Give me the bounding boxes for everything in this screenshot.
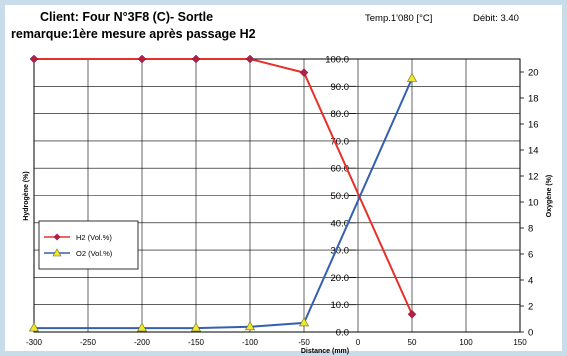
y-axis-label: Hydrogène (%) — [23, 171, 30, 220]
tick-labels: -300 -250 -200 -150 -100 -50 0 50 100 1500.010.02… — [26, 55, 539, 348]
y-tick-label: 50.0 — [331, 191, 350, 202]
y-tick-label: 90.0 — [331, 82, 350, 93]
chart-title: Client: Four N°3F8 (C)- Sortle — [40, 10, 213, 24]
x-tick-label: -50 — [298, 338, 310, 347]
temperature-label: Temp.1'080 [°C] — [365, 13, 432, 24]
h2-data-point — [245, 54, 255, 64]
y2-tick-label: 6 — [528, 250, 533, 261]
o2-data-point — [244, 321, 256, 331]
h2-data-point — [137, 54, 147, 64]
x-tick-label: 0 — [356, 338, 361, 347]
legend-label-o2: O2 (Vol.%) — [76, 249, 113, 258]
o2-data-point — [190, 322, 202, 332]
y-tick-label: 0.0 — [336, 328, 349, 339]
y-tick-label: 100.0 — [325, 55, 349, 66]
y2-tick-label: 12 — [528, 172, 539, 183]
y2-axis-label: Oxygène (%) — [546, 175, 553, 217]
x-tick-label: 150 — [513, 338, 527, 347]
legend-marker-h2 — [53, 233, 61, 241]
o2-data-point — [298, 317, 310, 327]
o2-data-point — [136, 322, 148, 332]
y2-tick-label: 8 — [528, 224, 533, 235]
x-tick-label: -250 — [80, 338, 97, 347]
x-tick-label: -200 — [134, 338, 151, 347]
y-tick-label: 70.0 — [331, 136, 350, 147]
chart-subtitle: remarque:1ère mesure après passage H2 — [11, 27, 256, 41]
legend-marker-o2 — [52, 248, 62, 257]
legend-box — [38, 220, 139, 270]
y2-tick-label: 10 — [528, 198, 539, 209]
o2-data-point — [28, 322, 40, 332]
x-tick-label: 100 — [459, 338, 473, 347]
y-tick-label: 80.0 — [331, 109, 350, 120]
y-tick-label: 30.0 — [331, 246, 350, 257]
y2-tick-label: 2 — [528, 302, 533, 313]
y-tick-label: 10.0 — [331, 300, 350, 311]
o2-data-point — [406, 72, 418, 82]
series-group — [28, 54, 418, 332]
h2-series-line — [34, 58, 413, 315]
h2-data-point — [191, 54, 201, 64]
legend: H2 (Vol.%) O2 (Vol.%) — [38, 220, 139, 270]
y2-tick-label: 16 — [528, 120, 539, 131]
y-tick-label: 60.0 — [331, 164, 350, 175]
x-tick-label: -300 — [26, 338, 43, 347]
y-tick-label: 40.0 — [331, 218, 350, 229]
x-tick-label: -100 — [242, 338, 259, 347]
h2-data-point — [299, 68, 309, 78]
h2-data-point — [407, 309, 417, 319]
y2-tick-label: 18 — [528, 94, 539, 105]
y2-tick-label: 4 — [528, 276, 533, 287]
y2-tick-label: 0 — [528, 328, 533, 339]
x-tick-label: 50 — [408, 338, 417, 347]
h2-data-point — [29, 54, 39, 64]
flow-rate-label: Débit: 3.40 — [473, 13, 519, 24]
o2-series-line — [34, 78, 413, 330]
y-tick-label: 20.0 — [331, 273, 350, 284]
x-tick-label: -150 — [188, 338, 205, 347]
y2-tick-label: 20 — [528, 68, 539, 79]
y2-tick-label: 14 — [528, 146, 539, 157]
x-axis-label: Distance (mm) — [301, 348, 349, 355]
legend-label-h2: H2 (Vol.%) — [76, 233, 112, 242]
